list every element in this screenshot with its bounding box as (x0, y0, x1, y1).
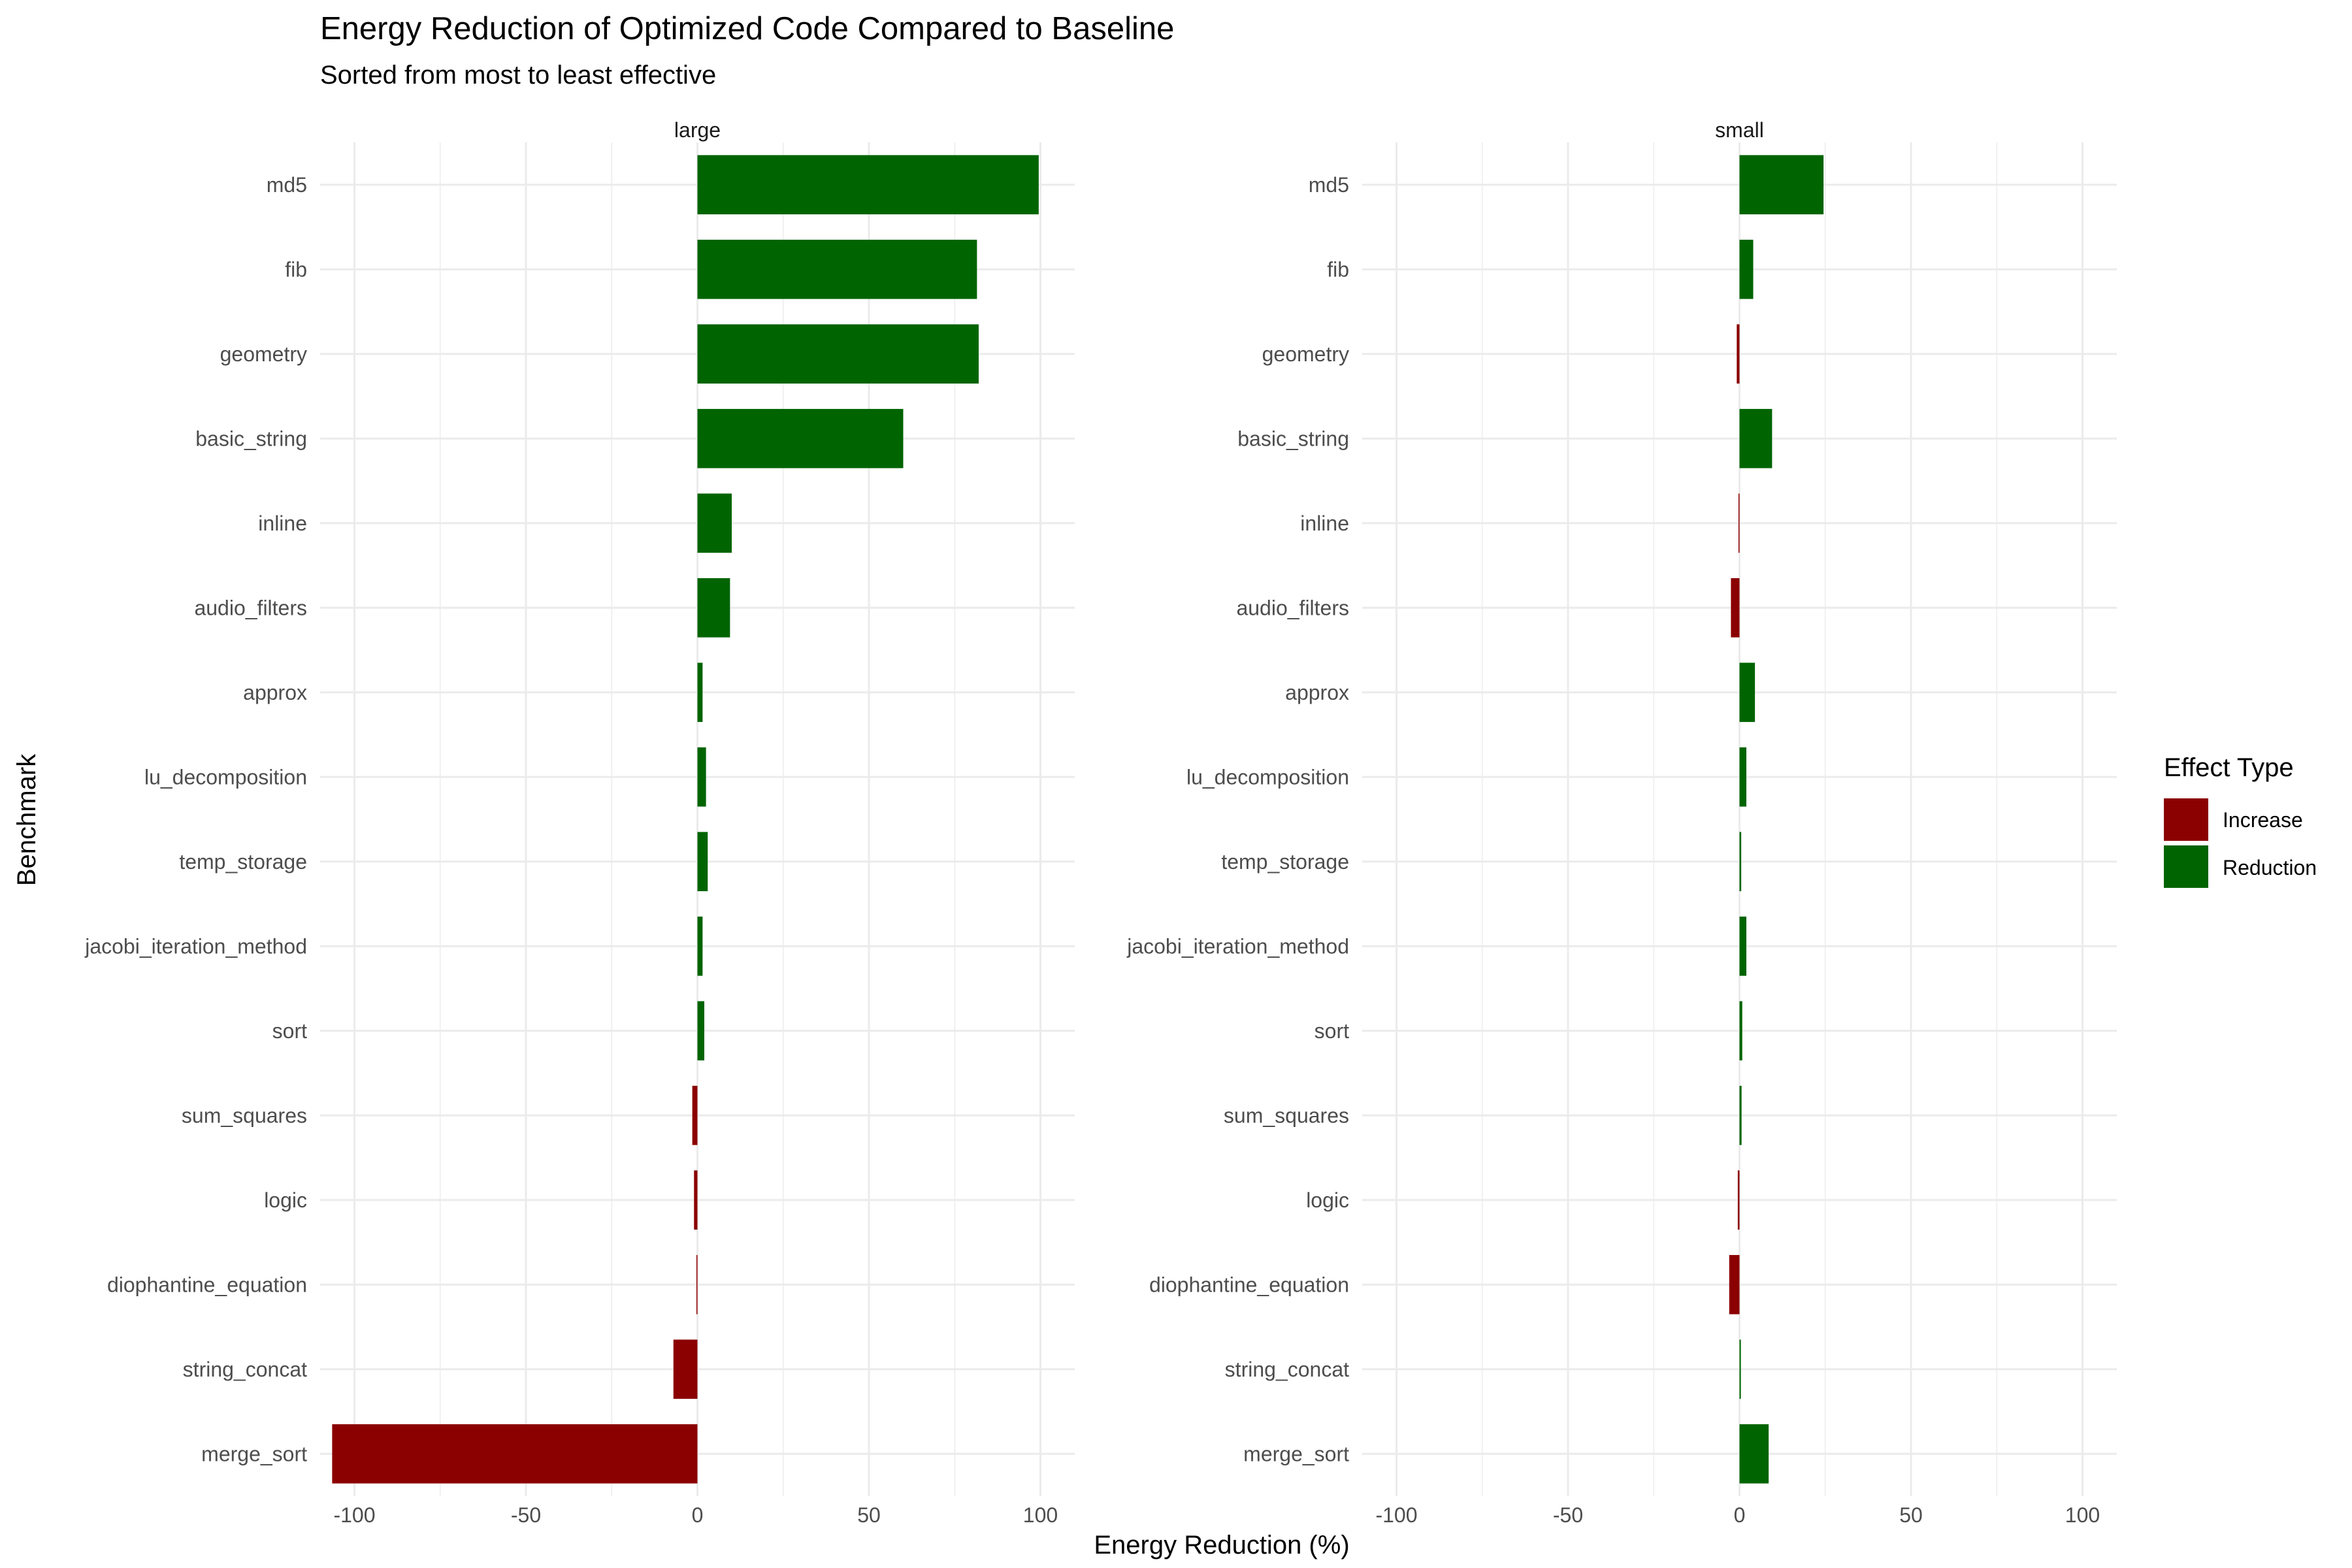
panel-small: -100 -50 0 50 100 md5 fib geometry basic_stringi… (1126, 118, 2117, 1527)
y-tick-label: approx (1285, 681, 1349, 704)
x-axis-label: Energy Reduction (%) (1094, 1531, 1349, 1560)
y-tick-label: jacobi_iteration_method (84, 934, 307, 958)
bar-inline (1738, 493, 1740, 553)
bar-merge_sort (332, 1424, 698, 1484)
facet-panels: -100 -50 0 50 100 md5 fib geometry basic_stringi… (84, 118, 2117, 1527)
bar-md5 (1739, 155, 1824, 215)
bar-sort (1739, 1001, 1742, 1061)
bar-md5 (697, 155, 1039, 215)
bar-approx (1739, 662, 1756, 723)
bar-jacobi_iteration_method (697, 916, 703, 976)
y-tick-label: inline (258, 512, 307, 535)
chart-subtitle: Sorted from most to least effective (320, 61, 716, 90)
legend-label-reduction: Reduction (2223, 856, 2317, 879)
y-tick-label: string_concat (1225, 1358, 1349, 1381)
y-tick-label: sum_squares (1224, 1103, 1349, 1127)
x-tick-label: -100 (333, 1503, 375, 1527)
x-tick-label: 100 (2065, 1503, 2100, 1527)
y-tick-label: lu_decomposition (1186, 765, 1349, 789)
x-tick-label: 0 (1734, 1503, 1746, 1527)
panel-large: -100 -50 0 50 100 md5 fib geometry basic_stringi… (84, 118, 1075, 1527)
bar-fib (1739, 239, 1754, 299)
bar-sum_squares (692, 1085, 698, 1145)
x-tick-label: 50 (1899, 1503, 1923, 1527)
bar-string_concat (1739, 1339, 1741, 1399)
bar-string_concat (673, 1339, 698, 1399)
y-tick-label: sort (1315, 1019, 1349, 1043)
x-tick-label: -50 (1553, 1503, 1583, 1527)
bar-lu_decomposition (1739, 747, 1746, 807)
y-tick-label: audio_filters (1236, 596, 1349, 619)
bar-audio_filters (1731, 578, 1740, 638)
y-tick-label: audio_filters (194, 596, 307, 619)
y-tick-label: lu_decomposition (144, 765, 307, 789)
y-tick-label: fib (1327, 257, 1349, 281)
y-tick-label: diophantine_equation (1149, 1273, 1349, 1296)
legend-swatch-increase (2164, 798, 2208, 841)
facet-strip-label: large (674, 118, 721, 142)
y-tick-label: inline (1300, 512, 1349, 535)
bar-basic_string (1739, 408, 1772, 468)
legend-label-increase: Increase (2223, 808, 2303, 832)
bar-sum_squares (1739, 1085, 1742, 1145)
y-tick-label: temp_storage (1221, 850, 1349, 874)
bar-logic (1737, 1170, 1740, 1230)
y-tick-label: basic_string (195, 427, 307, 450)
y-tick-label: merge_sort (1243, 1442, 1349, 1465)
x-tick-label: 100 (1023, 1503, 1058, 1527)
bar-logic (694, 1170, 698, 1230)
y-tick-label: md5 (267, 173, 307, 197)
bar-diophantine_equation (1729, 1254, 1740, 1315)
y-tick-label: string_concat (183, 1358, 307, 1381)
bar-lu_decomposition (697, 747, 706, 807)
bar-geometry (1737, 324, 1740, 384)
bar-approx (697, 662, 703, 723)
legend-title: Effect Type (2164, 753, 2294, 782)
legend: Effect Type Increase Reduction (2164, 753, 2317, 888)
y-tick-label: fib (285, 257, 307, 281)
y-tick-label: diophantine_equation (107, 1273, 307, 1296)
bar-diophantine_equation (696, 1254, 698, 1315)
chart-title: Energy Reduction of Optimized Code Compa… (320, 11, 1174, 46)
y-tick-label: temp_storage (179, 850, 307, 874)
bar-basic_string (697, 408, 904, 468)
legend-swatch-reduction (2164, 845, 2208, 888)
y-tick-label: md5 (1309, 173, 1349, 197)
y-tick-label: merge_sort (201, 1442, 307, 1465)
y-tick-label: geometry (1262, 342, 1349, 366)
bar-merge_sort (1739, 1424, 1769, 1484)
bar-geometry (697, 324, 979, 384)
y-tick-label: sum_squares (182, 1103, 307, 1127)
facet-strip-label: small (1715, 118, 1764, 142)
y-axis-label: Benchmark (12, 753, 41, 886)
bar-temp_storage (697, 832, 708, 892)
y-tick-label: basic_string (1237, 427, 1349, 450)
y-tick-label: jacobi_iteration_method (1126, 934, 1349, 958)
bar-audio_filters (697, 578, 730, 638)
y-tick-label: logic (1306, 1188, 1349, 1212)
bar-fib (697, 239, 977, 299)
bar-jacobi_iteration_method (1739, 916, 1746, 976)
bar-inline (697, 493, 732, 553)
y-tick-label: approx (243, 681, 307, 704)
y-tick-label: geometry (220, 342, 307, 366)
y-tick-label: sort (272, 1019, 307, 1043)
y-tick-label: logic (264, 1188, 307, 1212)
x-tick-label: -50 (511, 1503, 541, 1527)
x-tick-label: 0 (692, 1503, 704, 1527)
x-tick-label: 50 (857, 1503, 881, 1527)
bar-temp_storage (1739, 832, 1742, 892)
x-tick-label: -100 (1375, 1503, 1417, 1527)
bar-sort (697, 1001, 704, 1061)
